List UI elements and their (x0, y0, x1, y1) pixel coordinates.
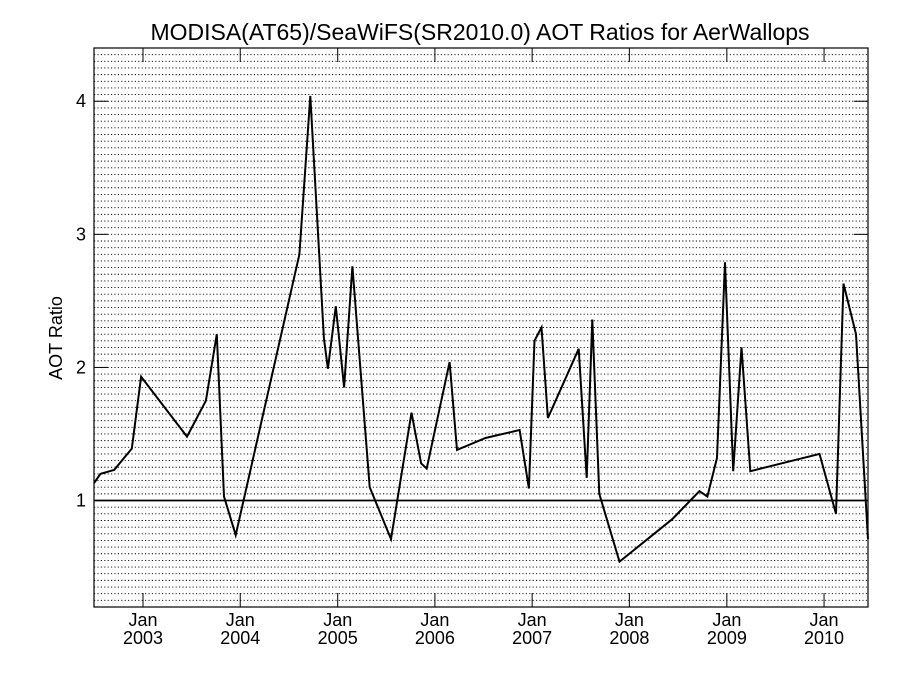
x-tick-label-year: 2004 (220, 628, 260, 648)
x-tick-label-year: 2005 (318, 628, 358, 648)
chart-title: MODISA(AT65)/SeaWiFS(SR2010.0) AOT Ratio… (150, 19, 809, 45)
x-tick-label-month: Jan (128, 610, 157, 630)
y-tick-label: 3 (76, 224, 86, 244)
x-tick-label-year: 2003 (123, 628, 163, 648)
x-tick-label-year: 2009 (707, 628, 747, 648)
x-tick-label-month: Jan (226, 610, 255, 630)
x-tick-label-year: 2006 (415, 628, 455, 648)
y-axis-label: AOT Ratio (46, 296, 66, 380)
x-tick-label-month: Jan (615, 610, 644, 630)
x-tick-label-year: 2008 (609, 628, 649, 648)
plot-frame (93, 47, 869, 608)
y-tick-labels: 1 2 3 4 (76, 91, 86, 510)
x-tick-labels: Jan2003Jan2004Jan2005Jan2006Jan2007Jan20… (123, 610, 844, 648)
axes (93, 47, 869, 608)
x-tick-label-month: Jan (518, 610, 547, 630)
x-tick-label-month: Jan (712, 610, 741, 630)
data-line (93, 95, 869, 564)
y-tick-label: 2 (76, 357, 86, 377)
x-tick-label-year: 2007 (512, 628, 552, 648)
x-tick-label-month: Jan (810, 610, 839, 630)
series-group (93, 95, 869, 564)
grid (94, 54, 868, 601)
y-tick-label: 1 (76, 491, 86, 511)
x-tick-label-month: Jan (323, 610, 352, 630)
x-tick-label-month: Jan (420, 610, 449, 630)
x-tick-label-year: 2010 (804, 628, 844, 648)
y-tick-label: 4 (76, 91, 86, 111)
